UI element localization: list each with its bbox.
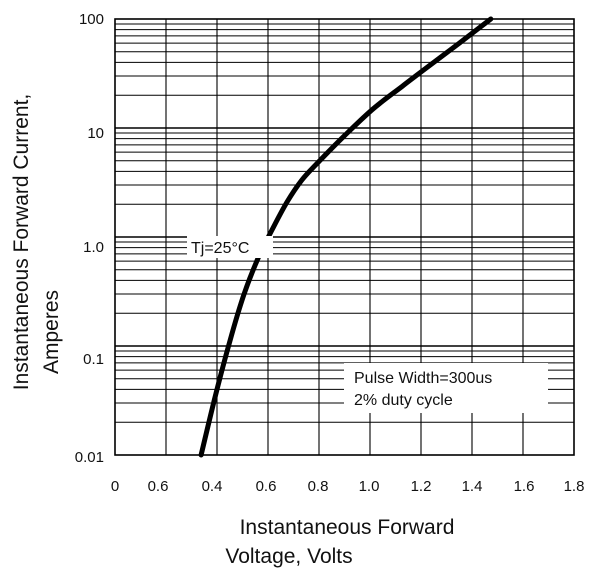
duty-cycle-label: 2% duty cycle — [354, 392, 453, 409]
x-tick-label: 0 — [111, 478, 119, 495]
pulse-width-label: Pulse Width=300us — [354, 370, 492, 387]
pulse-note-bg — [344, 363, 548, 413]
y-tick-label: 10 — [87, 125, 104, 142]
x-tick-label: 1.8 — [564, 478, 585, 495]
x-tick-label: 0.4 — [202, 478, 223, 495]
forward-iv-curve — [198, 16, 494, 458]
y-tick-label: 0.01 — [75, 449, 104, 466]
temperature-label-bg — [187, 236, 273, 258]
y-axis-title: Instantaneous Forward Current, Amperes — [10, 94, 63, 390]
x-tick-label: 0.6 — [148, 478, 169, 495]
y-tick-label: 1.0 — [83, 239, 104, 256]
plot-frame — [114, 18, 575, 456]
x-axis-title-line-1: Instantaneous Forward — [240, 516, 455, 539]
y-tick-label: 100 — [79, 11, 104, 28]
x-tick-label: 1.0 — [359, 478, 380, 495]
x-tick-label: 0.6 — [256, 478, 277, 495]
x-tick-label: 1.4 — [462, 478, 483, 495]
x-axis-title-line-2: Voltage, Volts — [225, 545, 352, 568]
y-axis-title-line-2: Amperes — [40, 290, 63, 374]
y-axis-title-line-1: Instantaneous Forward Current, — [10, 94, 33, 390]
temperature-label: Tj=25°C — [191, 240, 249, 257]
y-tick-labels: 0.01 0.1 1.0 10 100 — [75, 11, 104, 466]
x-tick-label: 1.6 — [514, 478, 535, 495]
x-tick-label: 0.8 — [308, 478, 329, 495]
x-tick-labels: 0 0.6 0.4 0.6 0.8 1.0 1.2 1.4 1.6 1.8 — [111, 478, 585, 495]
x-tick-label: 1.2 — [411, 478, 432, 495]
y-tick-label: 0.1 — [83, 351, 104, 368]
